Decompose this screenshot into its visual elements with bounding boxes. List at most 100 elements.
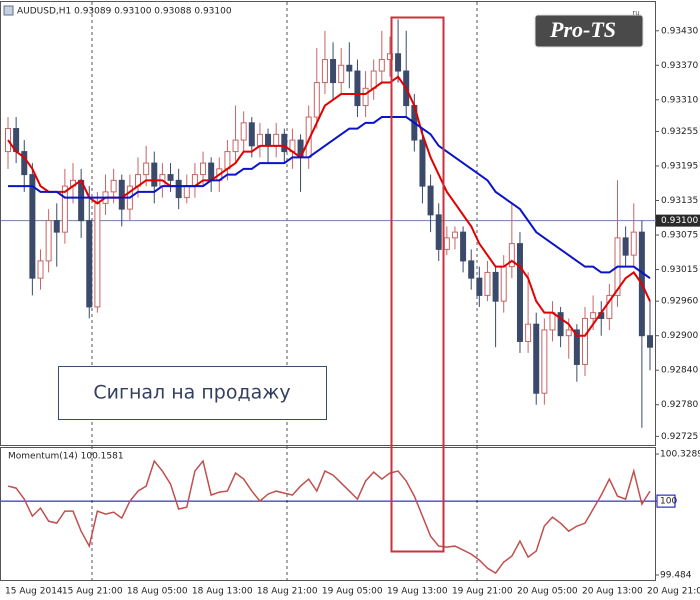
x-tick-label: 15 Aug 21:00	[62, 587, 123, 597]
indicator-panel	[0, 447, 656, 581]
candle-body	[256, 133, 263, 147]
x-tick-label: 18 Aug 21:00	[257, 587, 318, 597]
y-tick-label: 0.93310	[661, 95, 698, 105]
y-tick-label: 0.92960	[661, 297, 698, 307]
candle-body	[29, 174, 36, 279]
candle-body	[273, 133, 280, 147]
candle-body	[622, 237, 629, 256]
candle-body	[500, 266, 507, 302]
annotation: Сигнал на продажу	[93, 382, 290, 404]
candle-body	[476, 277, 483, 296]
candle-body	[200, 162, 207, 176]
candle-body	[647, 335, 653, 348]
candle-body	[362, 87, 369, 107]
candle-body	[378, 59, 385, 72]
y-tick-label: 0.92780	[661, 400, 698, 410]
y-tick-label: 0.93430	[661, 26, 698, 36]
candle-body	[581, 317, 588, 365]
main-panel	[0, 1, 656, 446]
candle-body	[573, 329, 580, 365]
candle-body	[37, 260, 44, 279]
candle-body	[330, 59, 337, 84]
watermark-suffix: ru	[632, 9, 639, 17]
candle-body	[451, 231, 458, 239]
candle-body	[53, 220, 60, 233]
candle-body	[183, 185, 190, 199]
x-tick-label: 20 Aug 05:00	[517, 587, 578, 597]
candle-body	[508, 243, 515, 268]
candle-body	[484, 271, 491, 296]
watermark-box	[534, 14, 644, 48]
candle-body	[21, 151, 28, 176]
candle-body	[541, 329, 548, 394]
y-tick-label: 0.92900	[661, 331, 698, 341]
x-tick-label: 18 Aug 13:00	[192, 587, 253, 597]
candle-body	[557, 312, 564, 337]
candle-body	[143, 162, 150, 176]
y-tick-label: 0.93015	[661, 265, 698, 275]
y-tick-label: 0.93370	[661, 61, 698, 71]
candle-body	[549, 312, 556, 331]
candle-body	[321, 59, 328, 84]
candle-body	[395, 53, 402, 72]
indicator-line	[7, 459, 651, 575]
symbol-icon	[3, 5, 14, 16]
candle-body	[248, 122, 255, 147]
candle-body	[94, 202, 101, 308]
y-tick-label: 0.93195	[661, 161, 698, 171]
y-tick-label: 0.93135	[661, 196, 698, 206]
y-tick-label: 0.92840	[661, 366, 698, 376]
candle-body	[533, 323, 540, 394]
candle-body	[435, 214, 442, 250]
candle-body	[354, 70, 361, 107]
x-tick-label: 19 Aug 21:00	[452, 587, 513, 597]
y-tick-label: 100.3289	[660, 450, 700, 460]
current-price-label: 0.93100	[661, 216, 698, 226]
candle-body	[5, 128, 11, 153]
candle-body	[167, 174, 174, 181]
main-layer: 0.93430 0.93370 0.93310 0.93255 0.93195 0.931…	[1, 19, 700, 442]
candle-body	[346, 64, 353, 72]
candle-body	[265, 133, 272, 147]
candle-body	[468, 260, 475, 279]
candle-body	[606, 294, 613, 319]
x-tick-label: 18 Aug 05:00	[127, 587, 188, 597]
x-tick-label: 19 Aug 05:00	[322, 587, 383, 597]
candle-body	[460, 231, 467, 262]
candle-body	[110, 179, 117, 193]
candle-body	[45, 220, 52, 262]
indicator-title: Momentum(14) 100.1581	[8, 452, 124, 462]
candle-body	[175, 179, 182, 199]
candle-body	[492, 271, 499, 302]
y-tick-label: 0.92725	[661, 432, 698, 442]
indicator-layer: 100.3289 100 99.484	[1, 450, 700, 580]
candle-body	[224, 151, 231, 170]
candle-body	[208, 162, 215, 181]
annotation-box	[58, 366, 327, 420]
candle-body	[630, 231, 637, 256]
candle-body	[419, 139, 426, 187]
candle-body	[151, 162, 158, 187]
x-tick-label: 20 Aug 13:00	[582, 587, 643, 597]
candle-body	[240, 122, 247, 141]
x-tick-label: 20 Aug 21:00	[647, 587, 700, 597]
candle-body	[61, 185, 68, 233]
candle-body	[443, 237, 450, 250]
y-tick-label: 0.93255	[661, 127, 698, 137]
candle-body	[525, 323, 532, 342]
chart-title: AUDUSD,H1 0.93089 0.93100 0.93088 0.9310…	[17, 7, 232, 17]
y-tick-label: 0.93075	[661, 231, 698, 241]
candle-body	[232, 139, 239, 153]
candle-body	[118, 179, 125, 210]
moving-average	[8, 116, 651, 279]
candle-body	[86, 220, 93, 308]
candle-body	[281, 133, 288, 153]
candle-body	[313, 82, 320, 118]
x-tick-label: 15 Aug 2014	[5, 587, 63, 597]
candle-body	[516, 243, 523, 342]
current-price-box	[656, 214, 700, 227]
candle-body	[590, 312, 597, 319]
